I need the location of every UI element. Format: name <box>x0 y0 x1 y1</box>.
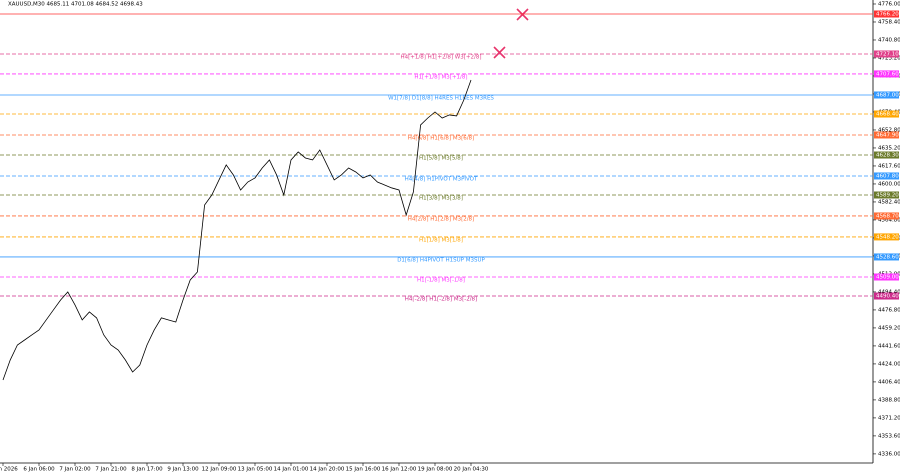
x-tick-label: 12 Jan 09:00 <box>202 467 237 473</box>
level-price-label: 4727.10 <box>876 51 899 57</box>
level-price-box <box>874 212 899 220</box>
level-price-box <box>874 191 899 199</box>
level-price-label: 4607.80 <box>876 173 899 179</box>
y-tick-label: 4600.00 <box>878 181 900 187</box>
x-tick-label: 8 Jan 17:00 <box>131 467 163 473</box>
x-tick-label: 7 Jan 02:00 <box>59 467 91 473</box>
level-price-box <box>874 110 899 118</box>
level-price-label: 4528.60 <box>876 254 899 260</box>
x-tick-label: 14 Jan 01:00 <box>274 467 309 473</box>
level-price-label: 4628.30 <box>876 153 899 159</box>
x-tick-label: 13 Jan 05:00 <box>238 467 273 473</box>
level-label: H4[4/8] H1PIVOT M3PIVOT <box>405 176 478 182</box>
level-price-label: 4568.70 <box>876 213 899 219</box>
level-price-box <box>874 70 899 78</box>
y-tick-label: 4582.40 <box>878 199 900 205</box>
y-tick-label: 4424.00 <box>878 361 900 367</box>
y-tick-label: 4617.60 <box>878 163 900 169</box>
level-price-label: 4647.90 <box>876 132 899 138</box>
level-label: H1[5/8] M3[5/8] <box>419 156 463 162</box>
level-price-label: 4687.00 <box>876 92 899 98</box>
level-label: H4[6/8] H1[6/8] M3[6/8] <box>408 135 474 141</box>
x-tick-label: 15 Jan 16:00 <box>346 467 381 473</box>
level-label: H1[+1/8] M3[+1/8] <box>414 74 467 80</box>
level-label: H1[-1/8] M3[-1/8] <box>417 278 465 284</box>
y-tick-label: 4652.80 <box>878 127 900 133</box>
level-label: H4[-2/8] H1[-2/8] M3[-2/8] <box>405 297 477 303</box>
level-price-label: 4509.00 <box>876 275 899 281</box>
level-price-label: 4668.40 <box>876 112 899 118</box>
level-price-box <box>874 172 899 180</box>
level-price-box <box>874 151 899 159</box>
x-tick-label: 14 Jan 20:00 <box>310 467 345 473</box>
y-tick-label: 4353.60 <box>878 433 900 439</box>
y-tick-label: 4723.20 <box>878 55 900 61</box>
level-price-box <box>874 131 899 139</box>
y-tick-label: 4494.40 <box>878 289 900 295</box>
level-label: D1[6/8] H4PIVOT H1SUP M3SUP <box>397 257 485 263</box>
price-line <box>2 79 472 381</box>
level-price-label: 4707.60 <box>876 71 899 77</box>
y-tick-label: 4564.80 <box>878 217 900 223</box>
level-price-box <box>874 292 899 300</box>
level-price-box <box>874 253 899 261</box>
level-price-label: 4490.40 <box>876 294 899 300</box>
x-tick-label: 19 Jan 08:00 <box>418 467 453 473</box>
x-tick-label: 16 Jan 12:00 <box>382 467 417 473</box>
y-tick-label: 4441.60 <box>878 343 900 349</box>
x-tick-label: 9 Jan 13:00 <box>167 467 199 473</box>
y-tick-label: 4406.40 <box>878 379 900 385</box>
y-tick-label: 4635.20 <box>878 145 900 151</box>
level-price-box <box>874 273 899 281</box>
y-tick-label: 4459.20 <box>878 325 900 331</box>
chart-title: XAUUSD,M30 4685.11 4701.08 4684.52 4698.… <box>8 2 143 8</box>
level-label: W1[7/8] D1[8/8] H4RES H1RES M3RES <box>388 95 494 101</box>
y-tick-label: 4758.40 <box>878 19 900 25</box>
level-label: H4[+1/8] H1[+2/8] W3[+2/8] <box>401 54 482 60</box>
y-tick-label: 4476.80 <box>878 307 900 313</box>
x-tick-label: 20 Jan 04:30 <box>454 467 489 473</box>
y-tick-label: 4388.80 <box>878 397 900 403</box>
y-tick-label: 4740.80 <box>878 37 900 43</box>
y-tick-label: 4776.00 <box>878 1 900 7</box>
level-price-box <box>874 50 899 58</box>
level-label: H4[2/8] H1[2/8] M3[2/8] <box>408 216 474 222</box>
y-tick-label: 4336.00 <box>878 451 900 457</box>
level-price-label: 4548.20 <box>876 234 899 240</box>
x-tick-label: 7 Jan 21:00 <box>95 467 127 473</box>
level-label: H1[1/8] M3[1/8] <box>419 237 463 243</box>
y-tick-label: 4371.20 <box>878 415 900 421</box>
level-price-box <box>874 91 899 99</box>
level-label: H1[3/8] M3[3/8] <box>419 195 463 201</box>
level-price-box <box>874 10 899 18</box>
level-price-box <box>874 233 899 241</box>
close-marker <box>493 8 529 59</box>
level-price-label: 4589.20 <box>876 192 899 198</box>
x-tick-label: 5 Jan 2026 <box>0 467 18 473</box>
level-price-label: 4766.20 <box>876 12 899 18</box>
x-tick-label: 6 Jan 06:00 <box>23 467 55 473</box>
